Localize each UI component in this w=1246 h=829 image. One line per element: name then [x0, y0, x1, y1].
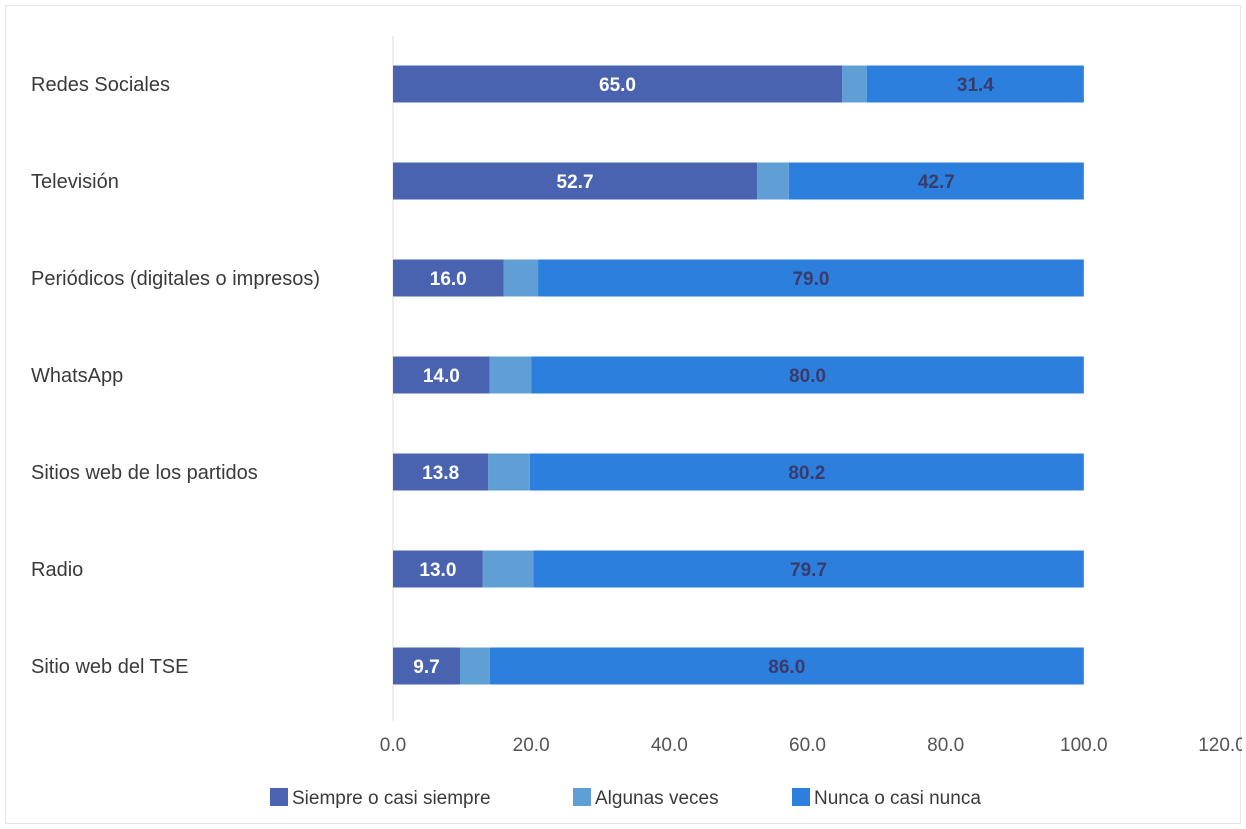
- data-label: 13.0: [419, 560, 456, 581]
- x-tick-label: 20.0: [513, 735, 550, 756]
- category-label: Sitios web de los partidos: [31, 462, 258, 484]
- bars-layer: 65.0 31.4 52.7 42.7 16.0 79.0 14.0 80.0 13.8 80.2…: [393, 65, 1084, 685]
- bar-segment-1: [393, 550, 483, 588]
- bar-segment-1: [393, 259, 504, 297]
- bar-segment-3: [866, 65, 1084, 103]
- legend-label: Siempre o casi siempre: [292, 788, 491, 809]
- bar-segment-2: [489, 356, 532, 394]
- data-label: 79.0: [792, 269, 829, 290]
- x-axis-ticks: 0.0 20.0 40.0 60.0 80.0 100.0 120.0: [380, 735, 1242, 756]
- category-label: Radio: [31, 559, 83, 581]
- bar-segment-2: [482, 550, 534, 588]
- category-labels: Redes Sociales Televisión Periódicos (digi…: [31, 74, 320, 678]
- data-label: 14.0: [423, 366, 460, 387]
- category-label: Sitio web del TSE: [31, 656, 189, 678]
- category-label: Redes Sociales: [31, 74, 170, 96]
- bar-segment-1: [393, 356, 490, 394]
- legend-swatch: [792, 788, 810, 806]
- chart-frame: 65.0 31.4 52.7 42.7 16.0 79.0 14.0 80.0 13.8 80.2…: [5, 5, 1242, 824]
- bar-segment-3: [533, 550, 1084, 588]
- bar-segment-2: [757, 162, 789, 200]
- bar-segment-3: [529, 453, 1084, 491]
- x-tick-label: 120.0: [1198, 735, 1242, 756]
- bar-segment-2: [488, 453, 530, 491]
- bar-segment-2: [460, 647, 490, 685]
- bar-segment-1: [393, 647, 461, 685]
- data-label: 16.0: [430, 269, 467, 290]
- x-tick-label: 60.0: [789, 735, 826, 756]
- bar-segment-3: [538, 259, 1084, 297]
- category-label: Periódicos (digitales o impresos): [31, 268, 320, 290]
- data-label: 80.2: [788, 463, 825, 484]
- bar-segment-1: [393, 453, 489, 491]
- data-label: 31.4: [957, 75, 994, 96]
- data-label: 80.0: [789, 366, 826, 387]
- x-tick-label: 0.0: [380, 735, 406, 756]
- x-tick-label: 40.0: [651, 735, 688, 756]
- bar-segment-3: [489, 647, 1084, 685]
- data-label: 13.8: [422, 463, 459, 484]
- bar-segment-2: [842, 65, 867, 103]
- bar-segment-1: [393, 65, 843, 103]
- bar-segment-3: [788, 162, 1084, 200]
- x-tick-label: 80.0: [927, 735, 964, 756]
- legend-label: Algunas veces: [595, 788, 719, 809]
- bar-segment-2: [503, 259, 539, 297]
- data-label: 86.0: [768, 657, 805, 678]
- legend-label: Nunca o casi nunca: [814, 788, 981, 809]
- data-label: 52.7: [557, 172, 594, 193]
- legend-swatch: [573, 788, 591, 806]
- bar-segment-3: [531, 356, 1084, 394]
- stacked-bar-chart: 65.0 31.4 52.7 42.7 16.0 79.0 14.0 80.0 13.8 80.2…: [31, 36, 1242, 809]
- category-label: WhatsApp: [31, 365, 123, 387]
- x-tick-label: 100.0: [1060, 735, 1108, 756]
- data-label: 9.7: [413, 657, 439, 678]
- legend-swatch: [270, 788, 288, 806]
- data-label: 42.7: [918, 172, 955, 193]
- category-label: Televisión: [31, 171, 119, 193]
- bar-segment-1: [393, 162, 758, 200]
- legend: Siempre o casi siempre Algunas veces Nunca…: [270, 788, 981, 809]
- data-label: 65.0: [599, 75, 636, 96]
- data-label: 79.7: [790, 560, 827, 581]
